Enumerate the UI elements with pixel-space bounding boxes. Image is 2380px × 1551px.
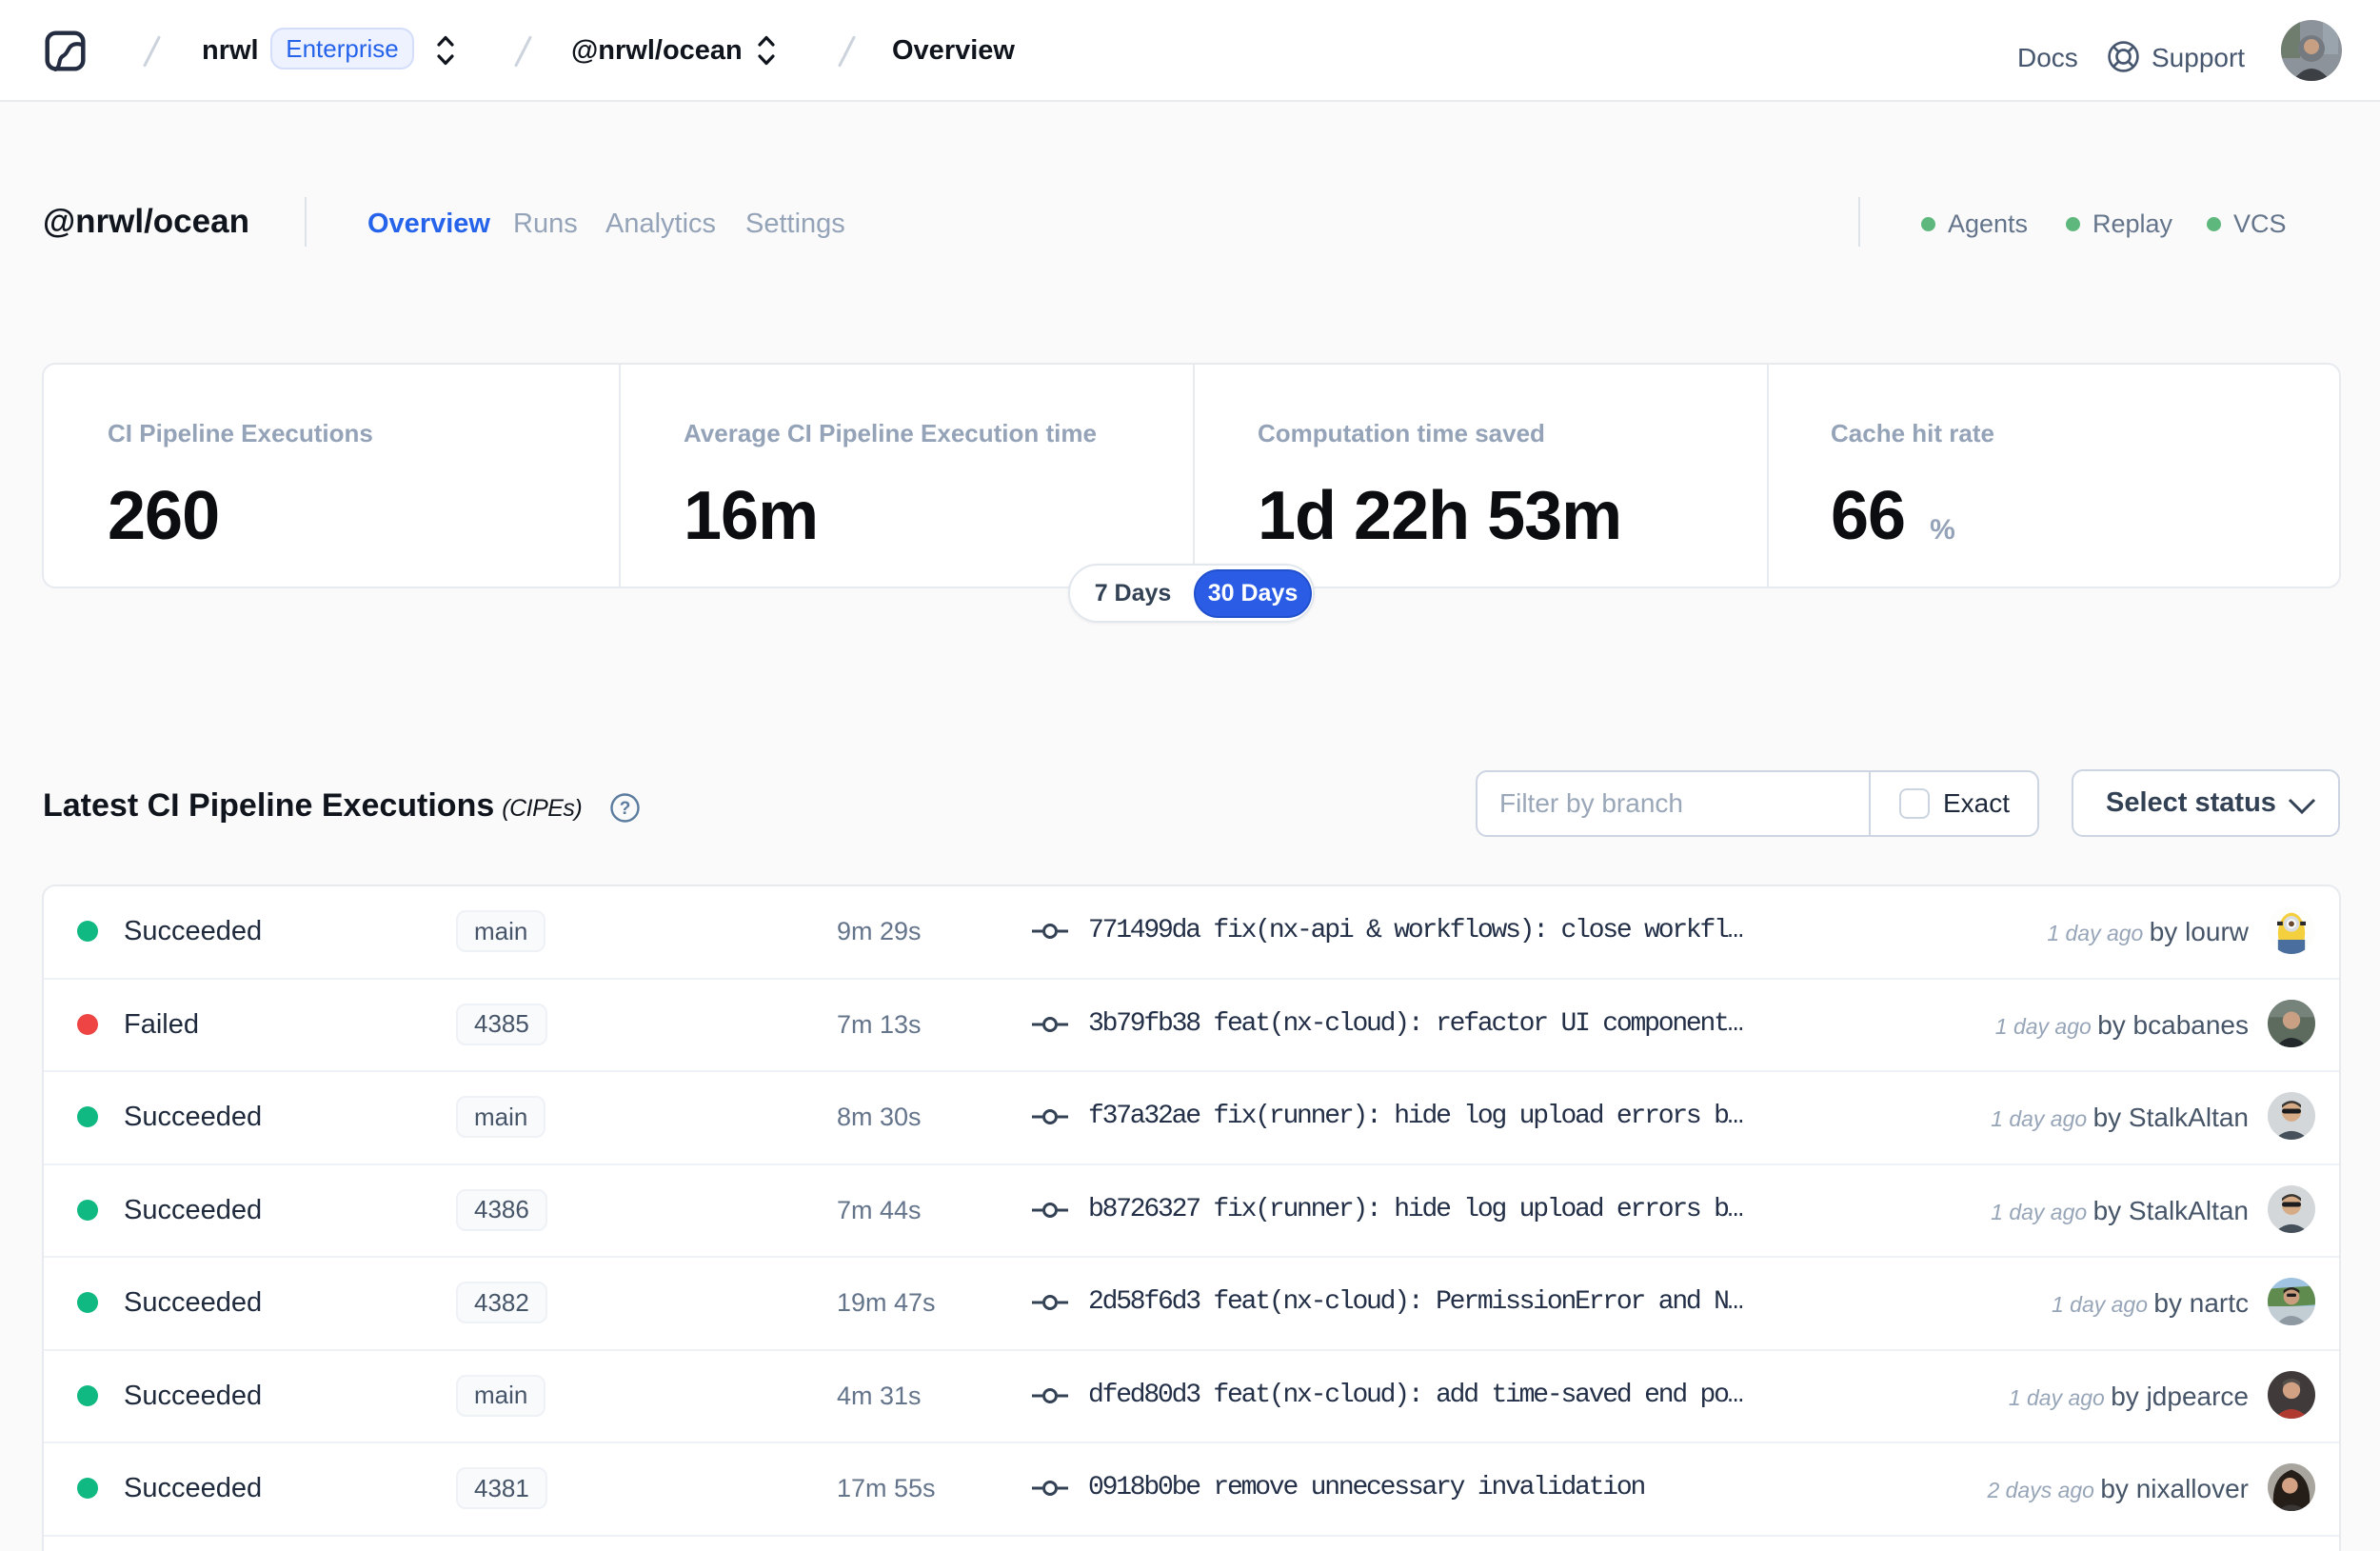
svg-text:?: ? — [620, 799, 631, 819]
